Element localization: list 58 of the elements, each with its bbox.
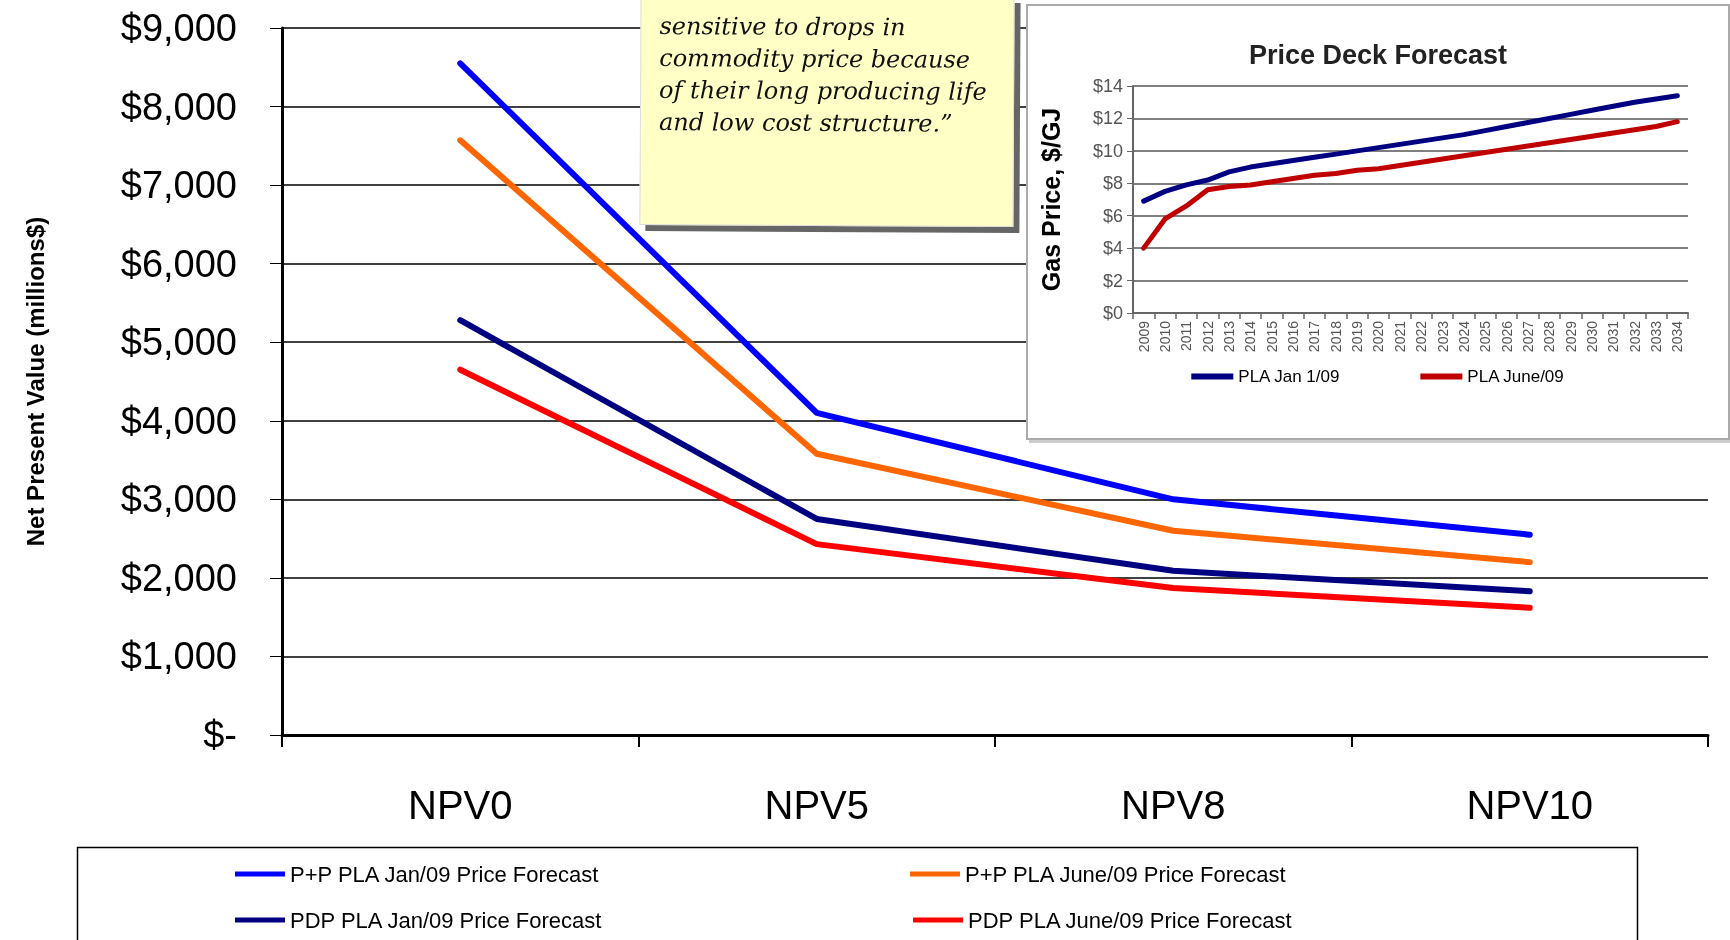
y-tick-label: $10	[1092, 140, 1123, 161]
x-tick-label: 2022	[1413, 320, 1430, 353]
y-tick-label: $8,000	[120, 85, 237, 128]
legend-label: PDP PLA June/09 Price Forecast	[968, 907, 1292, 933]
x-tick-label: 2032	[1626, 320, 1643, 353]
x-tick-label: 2030	[1583, 320, 1600, 353]
y-tick-label: $4,000	[120, 399, 237, 442]
x-tick-label: 2028	[1541, 320, 1558, 353]
legend-label: P+P PLA Jan/09 Price Forecast	[290, 861, 599, 887]
y-tick-label: $1,000	[120, 635, 237, 678]
x-tick-label: 2018	[1327, 320, 1344, 353]
y-tick-label: $5,000	[120, 321, 237, 364]
x-tick-label: 2024	[1455, 320, 1472, 353]
x-tick-label: 2029	[1562, 320, 1579, 353]
annotation: sensitive to drops in commodity price because of their long producing life and low cost structure.”	[658, 11, 988, 140]
y-tick-label: $8	[1102, 173, 1123, 194]
y-tick-label: $9,000	[120, 7, 237, 49]
x-tick-label: 2026	[1498, 320, 1515, 353]
y-tick-label: $4	[1102, 238, 1123, 259]
x-tick-label: 2034	[1669, 320, 1686, 353]
x-tick-label: 2033	[1647, 320, 1664, 353]
x-tick-label: 2015	[1263, 320, 1280, 353]
x-tick-label: 2031	[1605, 320, 1622, 353]
x-tick-label: 2013	[1221, 320, 1238, 353]
x-tick-label: NPV5	[764, 783, 869, 827]
x-tick-label: NPV10	[1466, 783, 1594, 827]
legend-label: PLA June/09	[1467, 367, 1564, 386]
y-tick-label: $6,000	[120, 242, 237, 285]
x-tick-label: 2027	[1519, 320, 1536, 353]
x-tick-label: 2019	[1349, 320, 1366, 353]
y-tick-label: $7,000	[120, 164, 237, 207]
x-tick-label: 2011	[1178, 320, 1195, 352]
x-tick-label: NPV8	[1121, 783, 1226, 827]
y-tick-label: $14	[1092, 76, 1123, 96]
y-tick-label: $2,000	[120, 556, 237, 599]
x-tick-label: 2012	[1199, 320, 1216, 353]
y-axis-title: Net Present Value (millions$)	[21, 216, 49, 547]
y-tick-label: $2	[1102, 270, 1123, 291]
x-tick-label: 2017	[1306, 320, 1323, 353]
x-tick-label: 2021	[1391, 320, 1408, 353]
x-tick-label: 2010	[1157, 320, 1174, 353]
legend-label: P+P PLA June/09 Price Forecast	[964, 861, 1286, 887]
y-tick-label: $3,000	[120, 478, 237, 521]
x-tick-label: 2020	[1370, 320, 1387, 353]
y-tick-label: $0	[1102, 303, 1123, 323]
y-tick-label: $-	[203, 714, 237, 756]
x-tick-label: 2009	[1135, 320, 1152, 353]
y-tick-label: $12	[1092, 108, 1123, 129]
chart-title: Price Deck Forecast	[1248, 39, 1508, 70]
y-axis-title: Gas Price, $/GJ	[1036, 107, 1065, 292]
legend-label: PLA Jan 1/09	[1238, 367, 1340, 386]
x-tick-label: 2014	[1242, 320, 1259, 353]
x-tick-label: 2016	[1285, 320, 1302, 353]
y-tick-label: $6	[1102, 205, 1123, 226]
x-tick-label: 2023	[1434, 320, 1451, 353]
legend-label: PDP PLA Jan/09 Price Forecast	[290, 907, 602, 933]
x-tick-label: 2025	[1477, 320, 1494, 353]
x-tick-label: NPV0	[408, 783, 513, 827]
